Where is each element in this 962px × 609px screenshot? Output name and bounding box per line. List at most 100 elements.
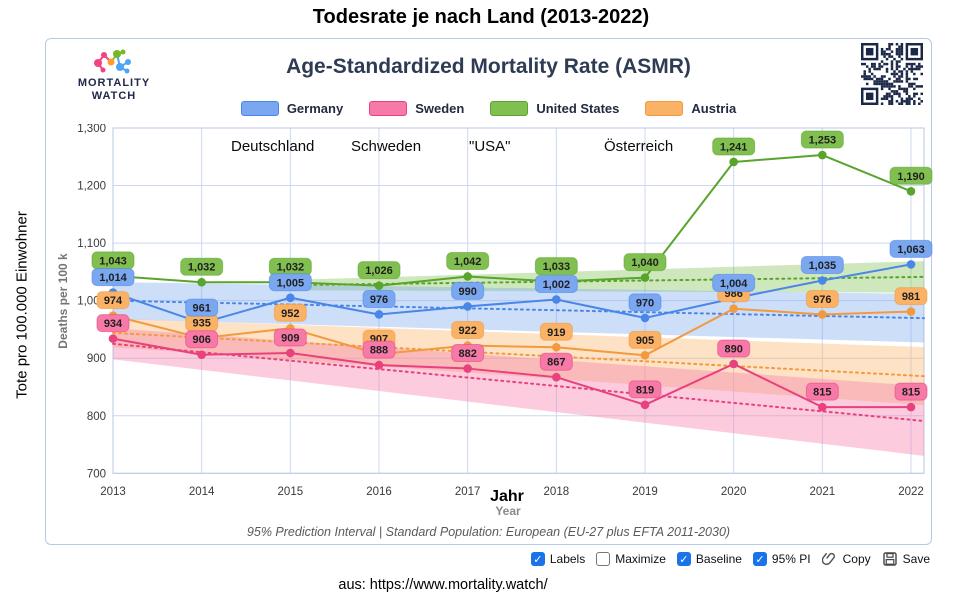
data-point[interactable] [818, 276, 827, 285]
svg-text:1,014: 1,014 [99, 272, 127, 284]
data-point[interactable] [640, 313, 650, 323]
save-button[interactable]: Save [882, 551, 930, 567]
data-point[interactable] [552, 372, 561, 382]
svg-text:888: 888 [370, 345, 388, 357]
svg-text:970: 970 [636, 297, 654, 309]
legend-item-sweden[interactable]: Sweden [369, 101, 464, 116]
value-label: 906 [185, 330, 219, 349]
value-label: 1,035 [800, 256, 844, 275]
page-title: Todesrate je nach Land (2013-2022) [312, 6, 650, 28]
value-label: 976 [805, 289, 839, 308]
data-point[interactable] [463, 364, 472, 373]
unchecked-checkbox-icon[interactable] [596, 552, 611, 566]
svg-text:961: 961 [192, 303, 210, 315]
x-tick-label: 2017 [455, 486, 481, 498]
data-point[interactable] [374, 281, 384, 290]
svg-text:1,063: 1,063 [897, 244, 925, 256]
copy-button[interactable]: Copy [821, 551, 871, 567]
data-point[interactable] [552, 342, 561, 352]
value-label: 970 [628, 293, 662, 312]
value-label: 1,033 [534, 257, 578, 276]
annotation-sweden: Schweden [351, 138, 421, 155]
svg-text:819: 819 [636, 384, 654, 396]
legend-item-united-states[interactable]: United States [490, 101, 619, 116]
value-label: 1,043 [91, 251, 135, 270]
data-point[interactable] [818, 310, 827, 319]
legend-label: United States [536, 101, 620, 116]
data-point[interactable] [729, 359, 738, 369]
data-point[interactable] [729, 304, 738, 314]
legend-label: Germany [286, 101, 344, 116]
chart-card: MORTALITY WATCH Age-Standardized Mortali… [45, 38, 933, 545]
series-line-united-states [112, 154, 912, 287]
data-point[interactable] [906, 260, 916, 269]
maximize-checkbox[interactable]: Maximize [596, 552, 666, 566]
legend-item-germany[interactable]: Germany [240, 101, 344, 116]
value-label: 981 [894, 287, 928, 306]
x-axis-label-german: Jahr [490, 488, 524, 505]
qr-code [861, 43, 923, 105]
legend-item-austria[interactable]: Austria [645, 101, 736, 116]
y-tick-label: 900 [87, 353, 106, 365]
svg-text:1,005: 1,005 [277, 277, 305, 289]
svg-text:974: 974 [104, 295, 123, 307]
y-axis-label: Deaths per 100 k [56, 253, 70, 349]
checkbox-label: 95% PI [771, 552, 811, 566]
data-point[interactable] [640, 351, 650, 360]
data-point[interactable] [197, 277, 206, 287]
y-tick-label: 1,100 [77, 238, 106, 250]
data-point[interactable] [906, 402, 916, 412]
checked-checkbox-icon[interactable]: ✓ [676, 552, 691, 566]
x-tick-label: 2013 [100, 486, 126, 498]
data-point[interactable] [640, 273, 650, 282]
data-point[interactable] [197, 350, 206, 360]
y-tick-label: 800 [87, 411, 106, 423]
prediction-band-sweden [113, 328, 924, 456]
x-tick-label: 2021 [810, 486, 836, 498]
value-label: 1,040 [623, 253, 667, 272]
labels-checkbox[interactable]: ✓ Labels [530, 552, 585, 566]
logo-text-line2: WATCH [91, 90, 137, 102]
data-point[interactable] [906, 187, 916, 196]
value-label: 888 [362, 340, 396, 359]
legend-swatch [369, 101, 408, 116]
x-tick-label: 2019 [632, 486, 658, 498]
data-point[interactable] [818, 402, 827, 412]
data-point[interactable] [374, 360, 384, 370]
svg-text:815: 815 [902, 387, 920, 399]
logo-text-line1: MORTALITY [77, 77, 151, 89]
paperclip-icon [821, 552, 835, 566]
data-point[interactable] [906, 307, 916, 316]
svg-text:906: 906 [192, 334, 210, 346]
value-label: 976 [362, 289, 396, 308]
value-label: 815 [805, 382, 839, 401]
value-label: 819 [628, 380, 662, 399]
data-point[interactable] [286, 293, 295, 303]
95-pi-checkbox[interactable]: ✓ 95% PI [752, 552, 811, 566]
series-line-germany [112, 263, 912, 325]
data-point[interactable] [463, 272, 472, 281]
annotation-austria: Österreich [604, 137, 673, 155]
data-point[interactable] [640, 400, 650, 410]
checked-checkbox-icon[interactable]: ✓ [530, 552, 545, 566]
data-point[interactable] [729, 157, 738, 167]
data-point[interactable] [818, 150, 827, 160]
logo[interactable]: MORTALITY WATCH [58, 47, 170, 103]
data-point[interactable] [374, 310, 384, 319]
value-label: 952 [273, 303, 307, 322]
svg-text:1,032: 1,032 [277, 262, 305, 274]
svg-text:952: 952 [281, 308, 299, 320]
footer-caption: 95% Prediction Interval | Standard Popul… [246, 525, 731, 539]
data-point[interactable] [463, 302, 472, 311]
data-point[interactable] [108, 334, 118, 343]
value-label: 867 [539, 352, 573, 371]
data-point[interactable] [286, 348, 295, 358]
svg-text:934: 934 [104, 318, 123, 330]
value-label: 961 [185, 298, 219, 317]
legend-swatch [490, 101, 529, 116]
svg-text:1,040: 1,040 [631, 257, 659, 269]
baseline-checkbox[interactable]: ✓ Baseline [676, 552, 742, 566]
checked-checkbox-icon[interactable]: ✓ [752, 552, 767, 566]
data-point[interactable] [552, 295, 561, 304]
